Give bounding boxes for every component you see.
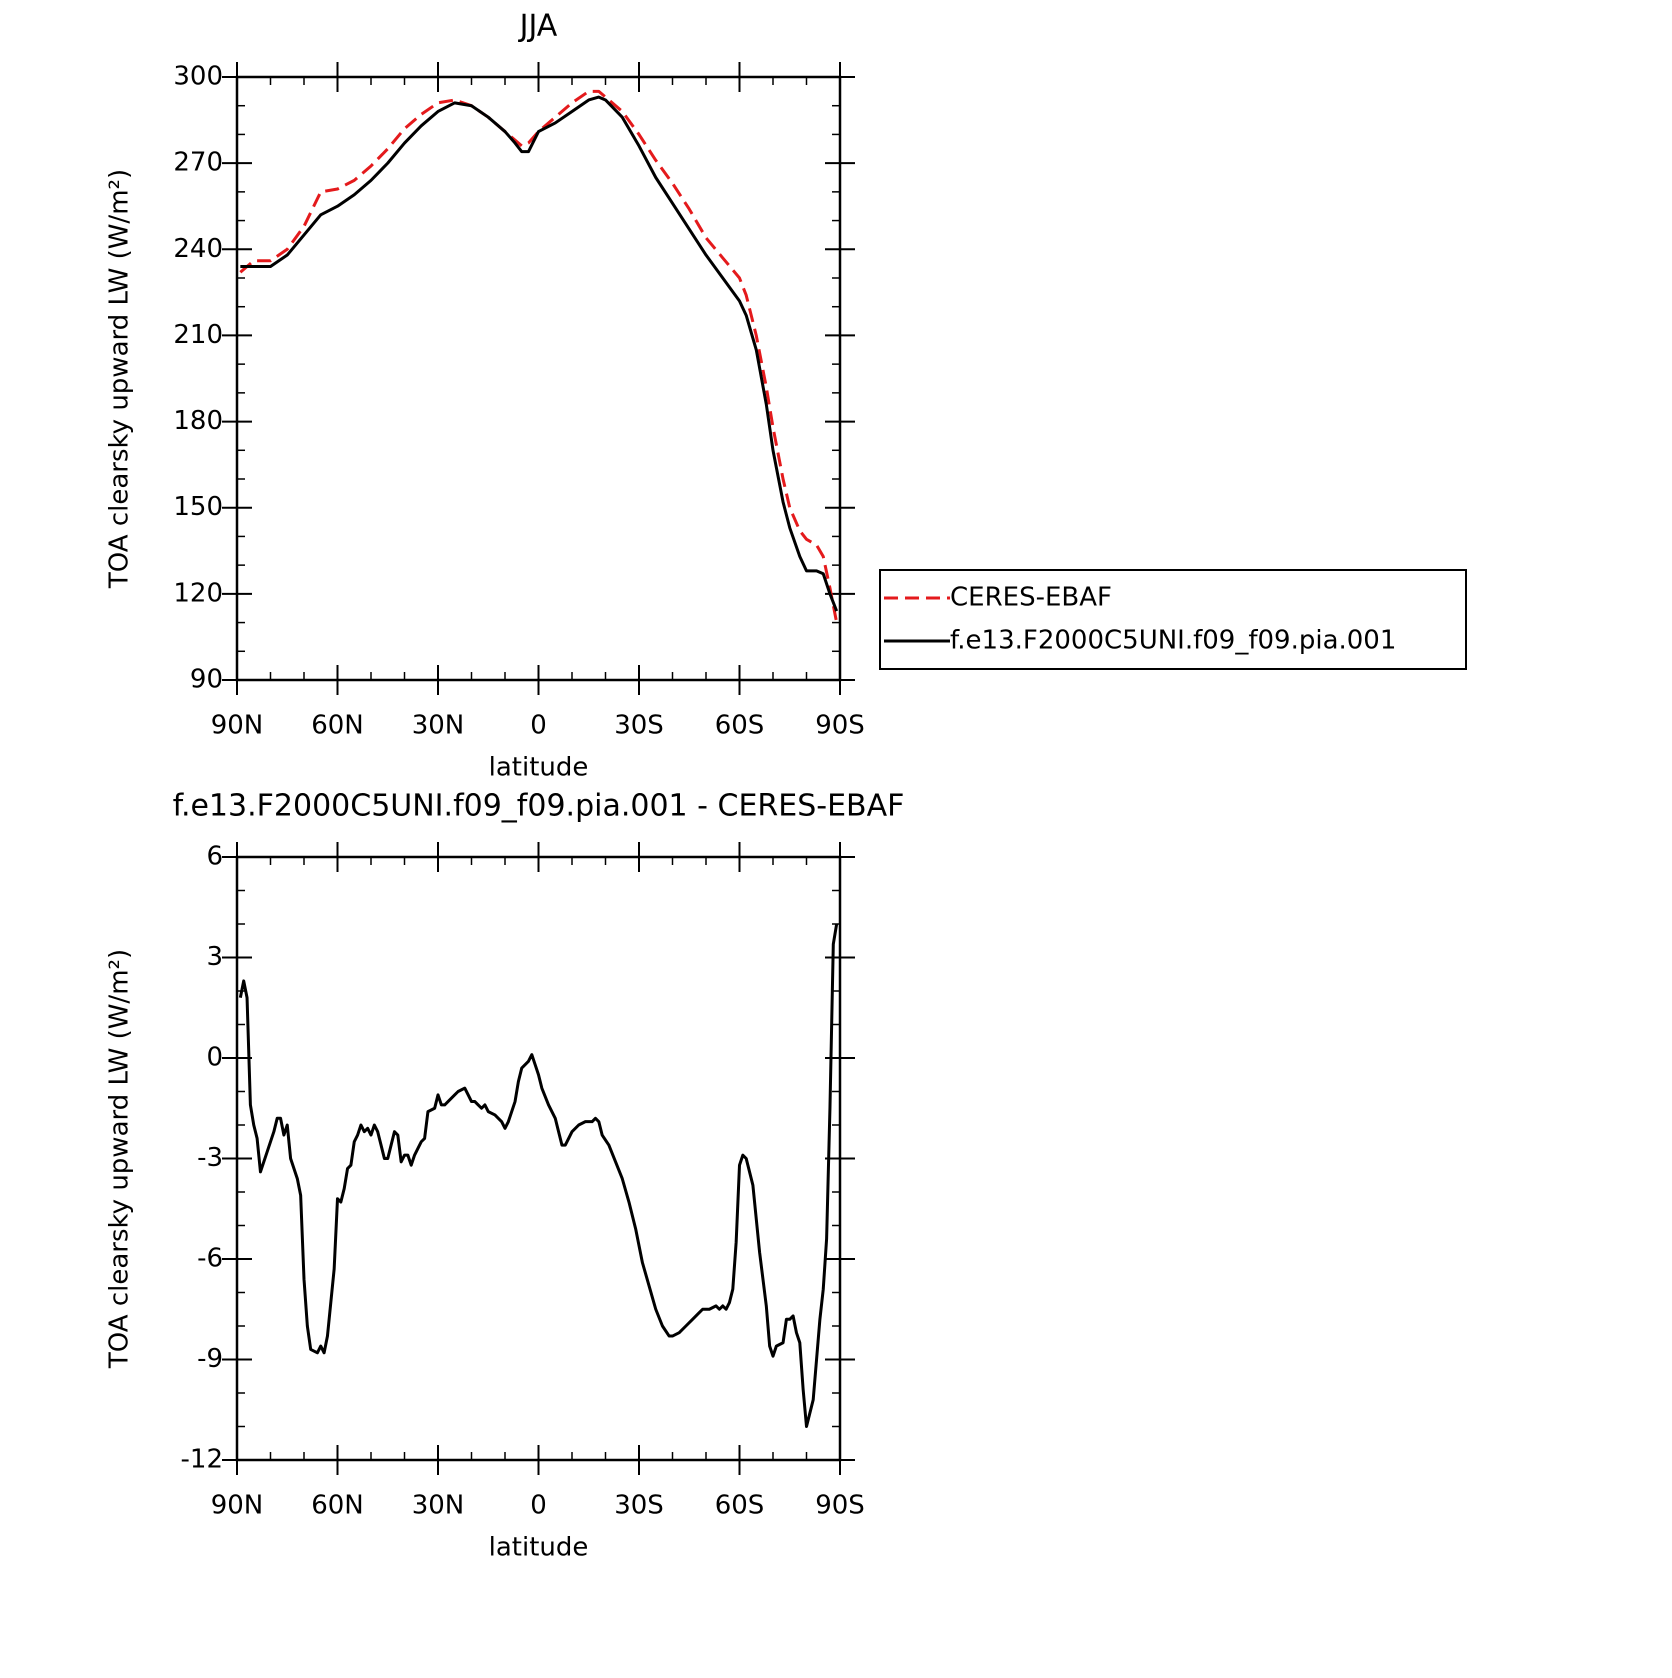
x-tick-label: 60S (715, 711, 765, 741)
x-tick-label: 60N (311, 711, 364, 741)
x-tick-label: 90N (211, 711, 264, 741)
x-tick-label: 0 (530, 711, 547, 741)
y-tick-label: -12 (181, 1445, 223, 1475)
x-tick-label: 90S (815, 1491, 865, 1521)
x-tick-label: 60N (311, 1491, 364, 1521)
y-tick-label: 300 (173, 62, 223, 92)
x-tick-label: 90N (211, 1491, 264, 1521)
x-axis-label: latitude (489, 753, 589, 783)
y-tick-label: -3 (197, 1143, 223, 1173)
y-tick-label: 3 (206, 942, 223, 972)
chart-title: JJA (518, 9, 558, 44)
y-tick-label: -9 (197, 1344, 223, 1374)
y-axis-label: TOA clearsky upward LW (W/m²) (105, 169, 135, 589)
series-line (238, 923, 839, 1428)
legend-box (879, 569, 1467, 670)
y-tick-label: 6 (206, 842, 223, 872)
y-tick-label: 180 (173, 406, 223, 436)
y-tick-label: 120 (173, 578, 223, 608)
x-tick-label: 30N (412, 711, 465, 741)
x-tick-label: 60S (715, 1491, 765, 1521)
y-tick-label: 210 (173, 320, 223, 350)
x-tick-label: 0 (530, 1491, 547, 1521)
x-tick-label: 90S (815, 711, 865, 741)
series-line (240, 95, 839, 612)
chart-title: f.e13.F2000C5UNI.f09_f09.pia.001 - CERES… (173, 789, 905, 824)
y-tick-label: 270 (173, 148, 223, 178)
x-tick-label: 30S (614, 1491, 664, 1521)
legend-label: CERES-EBAF (950, 583, 1112, 613)
legend-label: f.e13.F2000C5UNI.f09_f09.pia.001 (950, 626, 1396, 656)
x-axis-label: latitude (489, 1533, 589, 1563)
x-tick-label: 30N (412, 1491, 465, 1521)
plot-frame (235, 855, 842, 1462)
y-tick-label: 0 (206, 1043, 223, 1073)
y-tick-label: 150 (173, 492, 223, 522)
y-tick-label: 90 (190, 665, 223, 695)
y-axis-label: TOA clearsky upward LW (W/m²) (105, 949, 135, 1369)
x-tick-label: 30S (614, 711, 664, 741)
series-line (239, 89, 839, 623)
plot-frame (235, 75, 842, 682)
y-tick-label: -6 (197, 1244, 223, 1274)
y-tick-label: 240 (173, 234, 223, 264)
